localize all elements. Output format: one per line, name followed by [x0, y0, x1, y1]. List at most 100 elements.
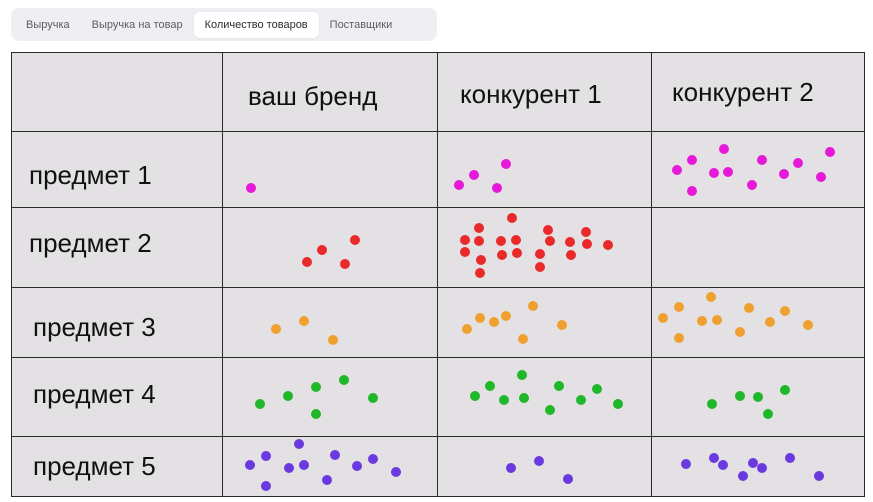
- tab-bar: Выручка Выручка на товар Количество това…: [11, 8, 437, 41]
- tab-product-count[interactable]: Количество товаров: [193, 11, 319, 38]
- row-header-cell: предмет 1: [11, 131, 223, 208]
- data-dot: [246, 183, 256, 193]
- data-cell: [651, 287, 865, 358]
- data-cell: [222, 207, 438, 288]
- data-dot: [592, 384, 602, 394]
- data-dot: [697, 316, 707, 326]
- data-dot: [535, 262, 545, 272]
- data-dot: [283, 391, 293, 401]
- header-cell: конкурент 1: [437, 52, 652, 132]
- data-dot: [271, 324, 281, 334]
- data-dot: [557, 320, 567, 330]
- data-dot: [825, 147, 835, 157]
- data-dot: [469, 170, 479, 180]
- data-dot: [565, 237, 575, 247]
- data-dot: [687, 186, 697, 196]
- data-cell: [437, 207, 652, 288]
- data-dot: [674, 333, 684, 343]
- data-dot: [475, 313, 485, 323]
- data-dot: [460, 235, 470, 245]
- data-dot: [499, 395, 509, 405]
- data-dot: [255, 399, 265, 409]
- data-dot: [816, 172, 826, 182]
- data-dot: [460, 247, 470, 257]
- data-dot: [765, 317, 775, 327]
- column-header-label: конкурент 2: [672, 77, 814, 107]
- data-cell: [437, 436, 652, 497]
- tab-revenue-per-product[interactable]: Выручка на товар: [91, 18, 183, 31]
- data-dot: [603, 240, 613, 250]
- data-dot: [299, 460, 309, 470]
- data-dot: [613, 399, 623, 409]
- data-dot: [352, 461, 362, 471]
- data-dot: [284, 463, 294, 473]
- row-header-cell: предмет 2: [11, 207, 223, 288]
- data-dot: [501, 159, 511, 169]
- tab-revenue[interactable]: Выручка: [26, 18, 70, 31]
- data-dot: [519, 393, 529, 403]
- comparison-table: ваш бренд конкурент 1 конкурент 2 предмет 1…: [11, 52, 865, 497]
- data-cell: [222, 436, 438, 497]
- data-dot: [474, 223, 484, 233]
- data-dot: [793, 158, 803, 168]
- data-dot: [581, 227, 591, 237]
- tab-suppliers[interactable]: Поставщики: [329, 18, 393, 31]
- row-header-cell: предмет 4: [11, 357, 223, 437]
- data-dot: [744, 303, 754, 313]
- data-cell: [222, 131, 438, 208]
- data-dot: [543, 225, 553, 235]
- data-dot: [735, 327, 745, 337]
- data-dot: [757, 463, 767, 473]
- data-dot: [475, 268, 485, 278]
- data-dot: [566, 250, 576, 260]
- data-dot: [330, 450, 340, 460]
- data-dot: [709, 168, 719, 178]
- data-dot: [658, 313, 668, 323]
- data-cell: [437, 131, 652, 208]
- data-dot: [340, 259, 350, 269]
- data-dot: [322, 475, 332, 485]
- data-dot: [757, 155, 767, 165]
- data-dot: [507, 213, 517, 223]
- data-dot: [294, 439, 304, 449]
- data-dot: [738, 471, 748, 481]
- data-dot: [712, 315, 722, 325]
- data-dot: [517, 370, 527, 380]
- data-dot: [299, 316, 309, 326]
- data-dot: [779, 169, 789, 179]
- data-dot: [576, 395, 586, 405]
- data-dot: [476, 255, 486, 265]
- row-header-cell: предмет 5: [11, 436, 223, 497]
- data-dot: [803, 320, 813, 330]
- data-dot: [474, 236, 484, 246]
- row-label: предмет 4: [33, 379, 156, 409]
- data-dot: [485, 381, 495, 391]
- data-dot: [261, 481, 271, 491]
- data-cell: [651, 131, 865, 208]
- data-dot: [681, 459, 691, 469]
- data-cell: [651, 207, 865, 288]
- data-dot: [687, 155, 697, 165]
- data-dot: [506, 463, 516, 473]
- data-dot: [311, 409, 321, 419]
- data-dot: [554, 381, 564, 391]
- data-dot: [534, 456, 544, 466]
- header-corner-cell: [11, 52, 223, 132]
- data-dot: [368, 393, 378, 403]
- header-cell: конкурент 2: [651, 52, 865, 132]
- row-label: предмет 3: [33, 312, 156, 342]
- data-dot: [582, 239, 592, 249]
- data-dot: [723, 167, 733, 177]
- data-dot: [563, 474, 573, 484]
- data-dot: [489, 317, 499, 327]
- data-dot: [339, 375, 349, 385]
- data-dot: [545, 405, 555, 415]
- data-dot: [302, 257, 312, 267]
- data-dot: [747, 180, 757, 190]
- data-dot: [763, 409, 773, 419]
- data-dot: [368, 454, 378, 464]
- data-dot: [454, 180, 464, 190]
- row-header-cell: предмет 3: [11, 287, 223, 358]
- header-cell: ваш бренд: [222, 52, 438, 132]
- data-dot: [496, 236, 506, 246]
